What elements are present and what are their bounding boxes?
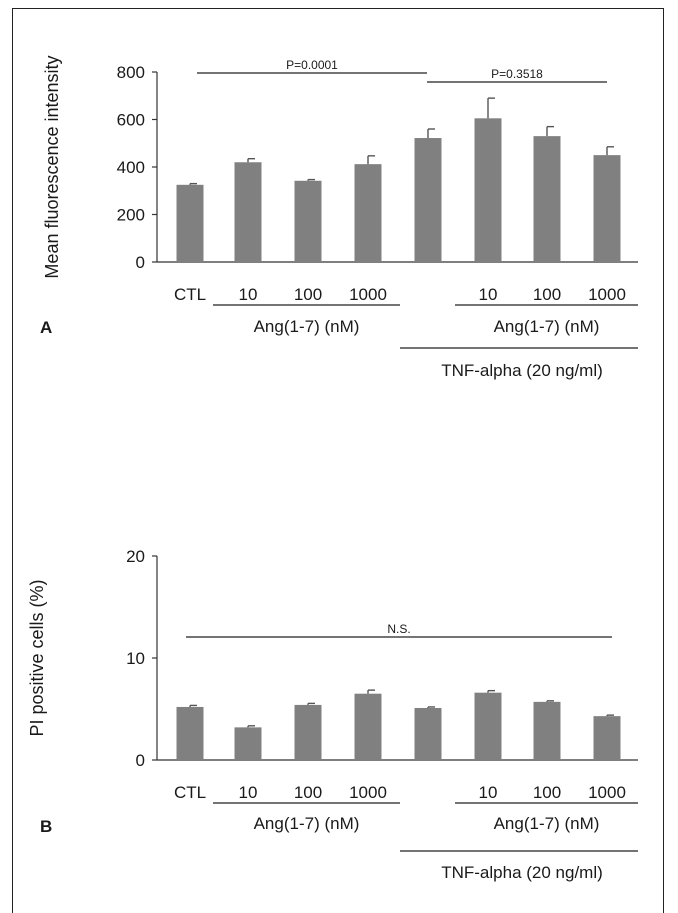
- panel-a-x-tick-label: 10: [479, 285, 498, 304]
- panel-b-x-tick-label: 10: [479, 783, 498, 802]
- panel-b-bar: [474, 692, 502, 760]
- panel-b-x-tick-label: CTL: [174, 783, 206, 802]
- panel-a-x-tick-label: 100: [294, 285, 322, 304]
- panel-a-y-axis-label: Mean fluorescence intensity: [42, 55, 62, 278]
- panel-a-y-tick-label: 600: [117, 111, 145, 130]
- panel-a-significance-label: P=0.3518: [491, 67, 543, 81]
- panel-b-x-tick-label: 1000: [349, 783, 387, 802]
- panel-b-significance-label: N.S.: [387, 622, 410, 636]
- panel-a-bar: [474, 118, 502, 262]
- panel-b-group-label: Ang(1-7) (nM): [254, 814, 360, 833]
- panel-b-bar: [234, 727, 262, 760]
- panel-a-label: A: [40, 318, 52, 337]
- panel-a-bar: [414, 138, 442, 262]
- panel-a-bar: [354, 164, 382, 262]
- panel-a-group-label: Ang(1-7) (nM): [494, 317, 600, 336]
- panel-b-group-label: Ang(1-7) (nM): [494, 814, 600, 833]
- panel-b-bar: [176, 706, 204, 760]
- panel-a-y-tick-label: 200: [117, 206, 145, 225]
- panel-a-significance-label: P=0.0001: [286, 58, 338, 72]
- panel-a-y-tick-label: 0: [136, 253, 145, 272]
- panel-a-bar: [176, 184, 204, 262]
- panel-b-bar: [414, 707, 442, 760]
- panel-b-x-tick-label: 100: [533, 783, 561, 802]
- figure-frame: [12, 8, 664, 913]
- panel-b-y-tick-label: 10: [126, 649, 145, 668]
- panel-a-x-tick-label: 1000: [349, 285, 387, 304]
- panel-b-y-tick-label: 0: [136, 751, 145, 770]
- panel-b-x-tick-label: 100: [294, 783, 322, 802]
- panel-b-y-tick-label: 20: [126, 547, 145, 566]
- panel-b-label: B: [40, 817, 52, 836]
- panel-a-x-tick-label: 10: [239, 285, 258, 304]
- panel-b-bar: [593, 716, 621, 760]
- panel-a-x-tick-label: 100: [533, 285, 561, 304]
- panel-b-x-tick-label: 10: [239, 783, 258, 802]
- panel-a-group-label: Ang(1-7) (nM): [254, 317, 360, 336]
- panel-b-bar: [533, 701, 561, 760]
- panel-b-y-axis-label: PI positive cells (%): [27, 579, 47, 736]
- panel-a-y-tick-label: 800: [117, 63, 145, 82]
- panel-a-bar: [533, 136, 561, 262]
- panel-a-bar: [294, 180, 322, 262]
- panel-a-bar: [234, 162, 262, 262]
- panel-b-x-tick-label: 1000: [588, 783, 626, 802]
- panel-b-group-label: TNF-alpha (20 ng/ml): [441, 863, 603, 882]
- panel-a-y-tick-label: 400: [117, 158, 145, 177]
- panel-b-bar: [294, 704, 322, 760]
- panel-b-bar: [354, 693, 382, 760]
- panel-a-x-tick-label: 1000: [588, 285, 626, 304]
- panel-a-bar: [593, 155, 621, 262]
- panel-a-x-tick-label: CTL: [174, 285, 206, 304]
- panel-a-group-label: TNF-alpha (20 ng/ml): [441, 361, 603, 380]
